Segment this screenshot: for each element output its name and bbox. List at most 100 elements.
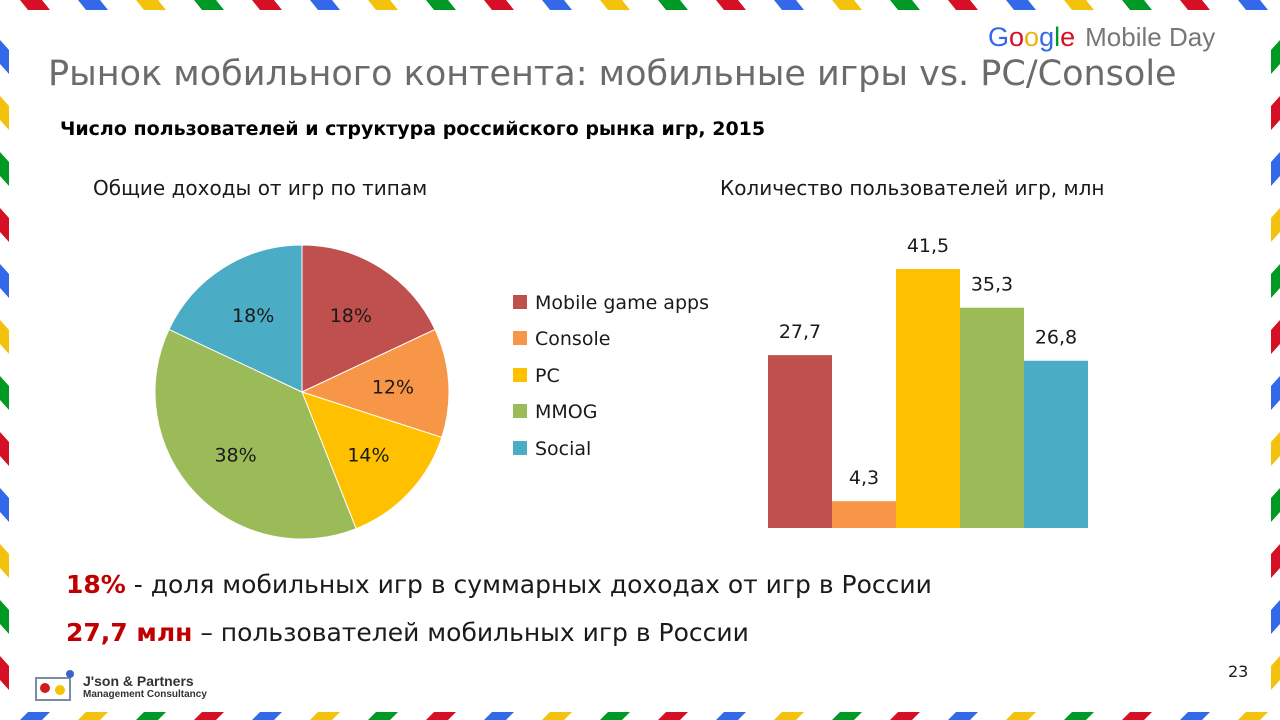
- legend-label: Social: [535, 438, 592, 460]
- border-stripe: [136, 0, 166, 10]
- border-stripe: [542, 712, 572, 720]
- slide-subtitle: Число пользователей и структура российск…: [60, 118, 766, 140]
- border-stripe: [1006, 0, 1036, 10]
- border-stripe: [0, 208, 9, 242]
- border-stripe: [1271, 152, 1280, 186]
- pie-slice: [154, 328, 357, 540]
- border-stripe: [252, 0, 282, 10]
- border-stripe: [0, 656, 9, 690]
- pie-data-label: 12%: [372, 376, 414, 398]
- pie-slice: [301, 244, 436, 393]
- border-stripe: [484, 0, 514, 10]
- border-stripe: [194, 712, 224, 720]
- brand-letter: g: [1039, 22, 1055, 52]
- border-stripe: [1271, 656, 1280, 690]
- border-stripe: [78, 712, 108, 720]
- page-number: 23: [1228, 662, 1249, 681]
- slide-title: Рынок мобильного контента: мобильные игр…: [48, 54, 1177, 94]
- brand-letter: o: [1024, 22, 1040, 52]
- border-stripe: [310, 712, 340, 720]
- border-stripe: [716, 0, 746, 10]
- border-stripe: [368, 712, 398, 720]
- bar: [768, 355, 832, 528]
- border-stripe: [774, 0, 804, 10]
- bar-data-label: 4,3: [849, 467, 879, 489]
- border-stripe: [426, 0, 456, 10]
- border-stripe: [832, 712, 862, 720]
- bar: [832, 501, 896, 528]
- legend-label: Console: [535, 328, 611, 350]
- border-stripe: [774, 712, 804, 720]
- border-stripe: [1064, 0, 1094, 10]
- border-stripe: [0, 320, 9, 354]
- border-stripe: [890, 0, 920, 10]
- border-stripe: [1271, 40, 1280, 74]
- brand-event: Mobile Day: [1085, 22, 1216, 52]
- border-stripe: [0, 376, 9, 410]
- legend-item: Console: [513, 327, 610, 351]
- border-stripe: [484, 712, 514, 720]
- legend-swatch: [513, 294, 527, 309]
- fact-text: – пользователей мобильных игр в России: [192, 618, 749, 647]
- consultancy-subtitle: Management Consultancy: [83, 689, 207, 700]
- border-stripe: [1271, 600, 1280, 634]
- fact-highlight: 27,7 млн: [66, 618, 193, 647]
- border-stripe: [0, 544, 9, 578]
- fact-mobile-users: 27,7 млн – пользователей мобильных игр в…: [66, 618, 749, 647]
- bar: [1024, 360, 1088, 528]
- bar-data-label: 41,5: [907, 235, 949, 257]
- legend-label: PC: [535, 365, 560, 387]
- border-stripe: [0, 152, 9, 186]
- border-stripe: [78, 0, 108, 10]
- border-stripe: [1271, 264, 1280, 298]
- bar-data-label: 35,3: [971, 274, 1013, 296]
- border-stripe: [600, 0, 630, 10]
- legend-item: PC: [513, 364, 560, 388]
- legend-item: Mobile game apps: [513, 291, 709, 315]
- border-stripe: [1122, 712, 1152, 720]
- pie-slice: [301, 391, 443, 530]
- brand-letter: e: [1060, 22, 1076, 52]
- consultancy-logo-icon: [35, 670, 74, 701]
- bar-chart: 27,7 4,3 41,5 35,3 26,8: [768, 235, 1088, 528]
- border-stripe: [0, 96, 9, 130]
- pie-slice: [300, 328, 450, 439]
- border-stripe: [890, 712, 920, 720]
- border-stripe: [948, 0, 978, 10]
- legend-swatch: [513, 403, 527, 418]
- border-stripe: [1271, 376, 1280, 410]
- border-stripe: [542, 0, 572, 10]
- legend-item: Social: [513, 437, 591, 461]
- bar-data-label: 27,7: [779, 321, 821, 343]
- border-stripe: [1271, 544, 1280, 578]
- border-stripe: [1180, 0, 1210, 10]
- pie-slice: [168, 244, 303, 393]
- border-stripe: [1238, 0, 1268, 10]
- pie-chart-title: Общие доходы от игр по типам: [93, 176, 428, 200]
- border-stripe: [1271, 320, 1280, 354]
- border-stripe: [1122, 0, 1152, 10]
- border-stripe: [658, 712, 688, 720]
- pie-data-label: 14%: [347, 444, 389, 466]
- border-stripe: [716, 712, 746, 720]
- bar: [960, 307, 1024, 528]
- consultancy-name: J'son & Partners: [83, 673, 194, 689]
- border-stripe: [1271, 96, 1280, 130]
- border-stripe: [658, 0, 688, 10]
- border-stripe: [832, 0, 862, 10]
- border-stripe: [1238, 712, 1268, 720]
- border-stripe: [310, 0, 340, 10]
- bar-chart-title: Количество пользователей игр, млн: [720, 176, 1105, 200]
- fact-mobile-share: 18% - доля мобильных игр в суммарных дох…: [66, 570, 932, 599]
- border-stripe: [136, 712, 166, 720]
- legend-swatch: [513, 367, 527, 382]
- pie-data-label: 38%: [214, 444, 256, 466]
- border-stripe: [1180, 712, 1210, 720]
- brand-letter: o: [1009, 22, 1025, 52]
- fact-text: - доля мобильных игр в суммарных доходах…: [125, 570, 932, 599]
- legend-item: MMOG: [513, 400, 597, 424]
- border-stripe: [194, 0, 224, 10]
- pie-chart: 18% 12% 14% 38% 18%: [154, 244, 450, 540]
